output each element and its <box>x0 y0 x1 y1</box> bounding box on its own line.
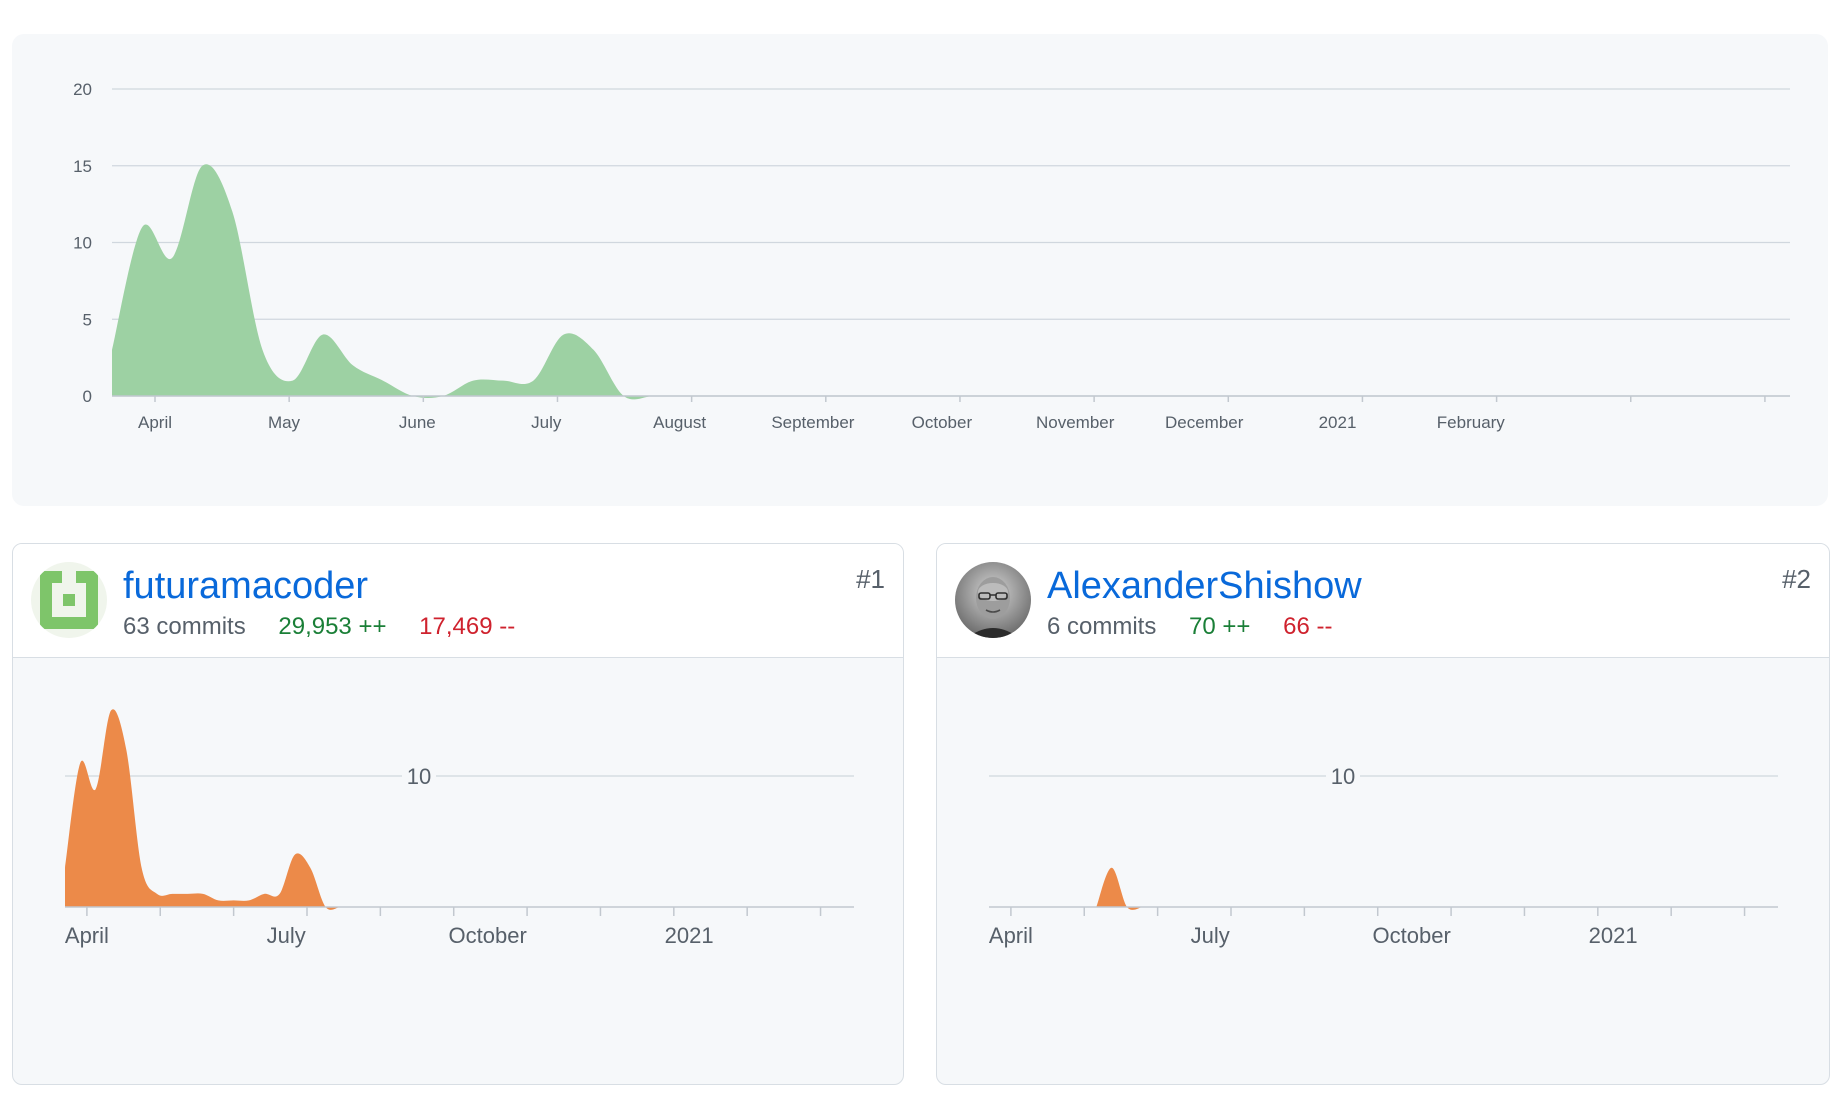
commits-count-link[interactable]: 6 commits <box>1047 613 1157 640</box>
commit-area <box>1096 867 1143 910</box>
x-tick-label: December <box>1165 413 1244 432</box>
x-tick-label: June <box>399 413 436 432</box>
y-tick-label: 0 <box>83 387 92 406</box>
main-chart-svg: 0 5 10 15 20 April May June July August September O… <box>73 80 1790 432</box>
contributor-card-1: futuramacoder 63 commits 29,953 ++ 17,46… <box>12 543 904 1085</box>
x-tick-label: October <box>1373 923 1451 948</box>
x-tick-label: April <box>138 413 172 432</box>
x-tick-label: July <box>1191 923 1230 948</box>
x-tick-label: October <box>912 413 973 432</box>
commits-count-link[interactable]: 63 commits <box>123 613 246 640</box>
contributor-stats: 6 commits 70 ++ 66 -- <box>1047 612 1332 642</box>
contributor-stats: 63 commits 29,953 ++ 17,469 -- <box>123 612 515 642</box>
commits-over-time-chart: 0 5 10 15 20 April May June July August September O… <box>12 34 1828 506</box>
avatar[interactable] <box>31 562 107 638</box>
y-tick-label: 20 <box>73 80 92 99</box>
additions-count: 70 ++ <box>1189 613 1251 640</box>
contributor-username-link[interactable]: AlexanderShishow <box>1047 565 1362 607</box>
contributor-rank: #2 <box>1782 564 1811 594</box>
additions-count: 29,953 ++ <box>278 613 387 640</box>
x-tick-label: October <box>449 923 527 948</box>
user-photo-avatar-icon <box>955 562 1031 638</box>
contributor-username-link[interactable]: futuramacoder <box>123 565 369 607</box>
contributor-card-2: AlexanderShishow 6 commits 70 ++ 66 -- #… <box>936 543 1830 1085</box>
y-tick-label: 10 <box>1331 764 1355 789</box>
avatar[interactable] <box>955 562 1031 638</box>
identicon-avatar-icon <box>31 562 107 638</box>
commit-area <box>112 164 714 400</box>
contributor-header: futuramacoder 63 commits 29,953 ++ 17,46… <box>13 544 903 658</box>
y-tick-label: 5 <box>83 310 92 329</box>
x-tick-label: September <box>771 413 854 432</box>
x-tick-label: April <box>65 923 109 948</box>
y-tick-label: 15 <box>73 157 92 176</box>
x-tick-label: July <box>531 413 562 432</box>
x-tick-label: April <box>989 923 1033 948</box>
x-tick-label: May <box>268 413 301 432</box>
contributor-rank: #1 <box>856 564 885 594</box>
commit-area <box>65 709 357 910</box>
y-tick-label: 10 <box>407 764 431 789</box>
x-tick-label: August <box>653 413 706 432</box>
y-tick-label-bg <box>402 762 436 790</box>
contributor-header: AlexanderShishow 6 commits 70 ++ 66 -- #… <box>937 544 1829 658</box>
deletions-count: 17,469 -- <box>419 613 516 640</box>
x-tick-label: July <box>267 923 306 948</box>
x-tick-label: 2021 <box>1319 413 1357 432</box>
contributor-commits-chart: 1020AprilJulyOctober2021 <box>65 709 854 948</box>
x-tick-label: February <box>1437 413 1506 432</box>
x-tick-label: 2021 <box>665 923 714 948</box>
x-tick-label: 2021 <box>1589 923 1638 948</box>
deletions-count: 66 -- <box>1283 613 1333 640</box>
contributor-commits-chart: 1020AprilJulyOctober2021 <box>989 762 1778 948</box>
y-tick-label-bg <box>1326 762 1360 790</box>
x-tick-label: November <box>1036 413 1115 432</box>
y-tick-label: 10 <box>73 234 92 253</box>
